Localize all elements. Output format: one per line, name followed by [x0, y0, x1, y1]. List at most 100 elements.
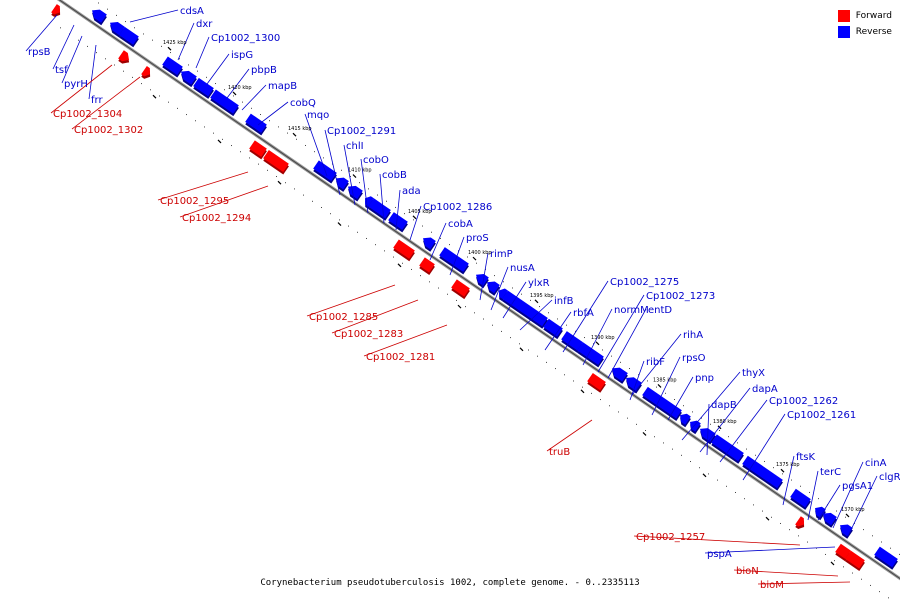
minor-tick [708, 473, 709, 475]
gene-body [742, 455, 783, 489]
minor-tick [267, 169, 268, 171]
gene-label: clgR [879, 472, 900, 483]
minor-tick [107, 8, 108, 10]
leader-line [633, 535, 801, 546]
gene-label: dapA [752, 384, 778, 395]
minor-tick [314, 151, 315, 153]
minor-tick [125, 21, 126, 23]
minor-tick [681, 454, 682, 456]
minor-tick [611, 355, 612, 357]
minor-tick [755, 454, 756, 456]
gene-body [263, 150, 289, 173]
gene-body [502, 290, 548, 327]
gene-label: Cp1002_1300 [211, 33, 280, 44]
gene-label: rpsO [682, 353, 706, 364]
minor-tick [800, 485, 801, 487]
minor-tick [645, 430, 646, 432]
minor-tick [834, 560, 835, 562]
minor-tick [249, 157, 250, 159]
minor-tick [879, 591, 880, 593]
minor-tick [276, 176, 277, 178]
minor-tick [890, 547, 891, 549]
tick-label: 1380 kbp [713, 419, 737, 425]
minor-tick [780, 522, 781, 524]
legend-swatch-forward [837, 10, 850, 22]
minor-tick [789, 529, 790, 531]
leader-line [699, 387, 751, 453]
minor-tick [744, 498, 745, 500]
gene-label: Cp1002_1285 [309, 312, 378, 323]
gene-label: pyrH [64, 79, 88, 90]
minor-tick [215, 83, 216, 85]
major-tick-lower [702, 473, 707, 478]
minor-tick [807, 541, 808, 543]
gene-label: Cp1002_1283 [334, 329, 403, 340]
minor-tick [843, 566, 844, 568]
tick-label: 1410 kbp [348, 168, 372, 174]
legend-item-forward: Forward [837, 8, 892, 24]
minor-tick [231, 145, 232, 147]
gene-body [249, 140, 267, 157]
leader-line [704, 546, 836, 554]
minor-tick [375, 244, 376, 246]
gene-body [577, 342, 604, 365]
tick-label: 1400 kbp [468, 250, 492, 256]
minor-tick [368, 188, 369, 190]
leader-line [733, 569, 839, 577]
major-tick-upper [472, 256, 477, 261]
minor-tick [494, 275, 495, 277]
gene-body [110, 22, 125, 36]
minor-tick [60, 27, 61, 29]
reverse-gene [577, 342, 604, 368]
gene-label: proS [466, 233, 489, 244]
forward-gene [587, 373, 606, 393]
gene-body [388, 212, 408, 230]
minor-tick [818, 498, 819, 500]
minor-tick [881, 541, 882, 543]
gene-body [795, 516, 805, 527]
minor-tick [762, 510, 763, 512]
minor-tick [836, 510, 837, 512]
gene-body [476, 273, 489, 286]
gene-label: terC [820, 467, 841, 478]
minor-tick [348, 225, 349, 227]
gene-label: rpsB [28, 47, 51, 58]
minor-tick [447, 293, 448, 295]
leader-line [52, 24, 75, 70]
major-tick-lower [337, 222, 342, 226]
gene-body [561, 331, 583, 351]
gene-label: rihA [683, 330, 703, 341]
reverse-gene [92, 9, 107, 26]
gene-label: Cp1002_1291 [327, 126, 396, 137]
gene-label: cdsA [180, 6, 204, 17]
gene-body [815, 506, 826, 518]
minor-tick [123, 70, 124, 72]
minor-tick [674, 399, 675, 401]
minor-tick [438, 287, 439, 289]
gene-body [419, 257, 435, 273]
major-tick-lower [457, 304, 462, 309]
gene-label: pgsA1 [842, 481, 873, 492]
gene-body [210, 89, 239, 114]
reverse-gene [368, 198, 391, 221]
leader-line [61, 35, 83, 84]
minor-tick [636, 423, 637, 425]
tick-label: 1415 kbp [288, 126, 312, 132]
minor-tick [242, 101, 243, 103]
forward-gene [249, 140, 267, 160]
minor-tick [341, 169, 342, 171]
minor-tick [501, 330, 502, 332]
minor-tick [593, 343, 594, 345]
major-tick-lower [765, 516, 770, 521]
gene-label: rimP [490, 249, 513, 260]
minor-tick [647, 380, 648, 382]
leader-line [651, 356, 681, 416]
gene-body [835, 543, 851, 559]
leader-line [546, 419, 593, 452]
gene-label: pspA [707, 549, 732, 560]
minor-tick [627, 417, 628, 419]
gene-body [51, 4, 61, 15]
gene-body [162, 56, 183, 76]
minor-tick [512, 287, 513, 289]
minor-tick [791, 479, 792, 481]
